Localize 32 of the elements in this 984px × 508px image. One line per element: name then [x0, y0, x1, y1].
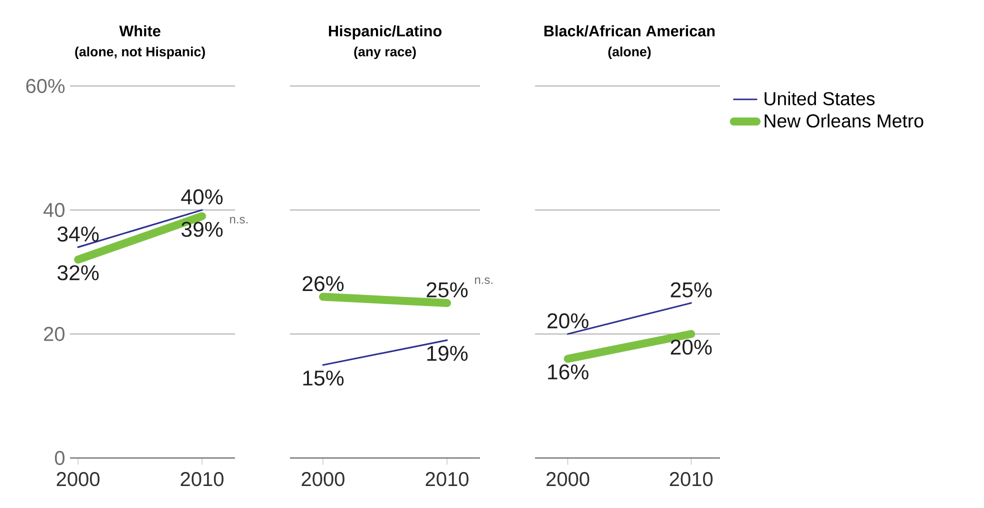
y-tick-label: 0	[54, 450, 64, 466]
data-label: 16%	[548, 364, 588, 380]
data-label: 20%	[670, 340, 712, 355]
chart-title: Hispanic/Latino	[328, 25, 442, 40]
data-label: 25%	[670, 282, 712, 298]
data-label: 40%	[181, 189, 223, 204]
chart-subtitle: (alone, not Hispanic)	[75, 46, 205, 60]
x-tick-label: 2010	[426, 472, 468, 486]
chart-subtitle: (alone)	[608, 46, 651, 60]
chart-title: White	[119, 25, 160, 36]
chart-subtitle: (any race)	[354, 46, 416, 60]
x-tick-label: 2000	[56, 472, 100, 486]
x-tick-label: 2010	[180, 472, 224, 486]
data-label: 34%	[58, 226, 99, 242]
y-tick-label: 40	[44, 202, 64, 218]
data-label: 15%	[303, 370, 344, 386]
data-label: 32%	[58, 265, 99, 280]
data-label: 20%	[548, 313, 588, 328]
legend-label: United States	[764, 92, 875, 106]
y-tick-label: 60%	[26, 78, 65, 94]
data-label: 26%	[302, 276, 344, 292]
y-tick-label: 20	[44, 326, 64, 342]
annotation: n.s.	[475, 277, 492, 284]
data-label: 25%	[426, 282, 468, 298]
data-label: 39%	[181, 222, 223, 237]
chart-title: Black/African American	[544, 25, 715, 37]
annotation: n.s.	[230, 216, 248, 224]
legend-label: New Orleans Metro	[764, 114, 924, 128]
data-label: 19%	[427, 346, 468, 361]
x-tick-label: 2000	[302, 472, 344, 486]
x-tick-label: 2000	[546, 472, 590, 486]
x-tick-label: 2010	[670, 472, 713, 486]
